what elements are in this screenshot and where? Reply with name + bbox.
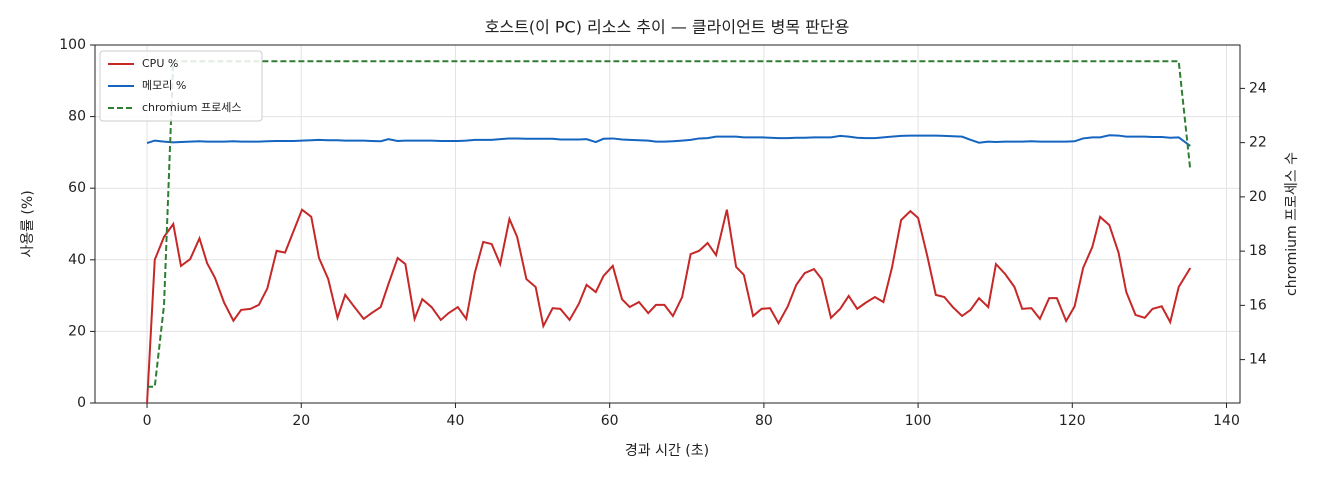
x-tick-label: 40: [447, 413, 465, 429]
series-line: [147, 60, 1192, 388]
y2-tick-label: 16: [1249, 297, 1267, 313]
chart-title: 호스트(이 PC) 리소스 추이 — 클라이언트 병목 판단용: [485, 18, 850, 37]
x-tick-label: 80: [755, 413, 773, 429]
y2-tick-label: 22: [1249, 135, 1267, 151]
y2-tick-label: 18: [1249, 243, 1267, 259]
legend-label: chromium 프로세스: [142, 101, 241, 114]
y-tick-label: 40: [68, 252, 86, 268]
y2-axis-label: chromium 프로세스 수: [1284, 152, 1300, 296]
x-tick-label: 140: [1213, 413, 1240, 429]
y-tick-label: 60: [68, 180, 86, 196]
x-tick-label: 20: [292, 413, 310, 429]
x-tick-label: 120: [1059, 413, 1086, 429]
y-tick-label: 0: [77, 395, 86, 411]
y2-tick-label: 14: [1249, 352, 1267, 368]
y2-tick-label: 20: [1249, 189, 1267, 205]
x-tick-label: 100: [905, 413, 932, 429]
y-axis-label: 사용률 (%): [20, 190, 36, 257]
series-line: [146, 134, 1191, 147]
plot-frame: [94, 44, 1241, 404]
x-tick-label: 0: [143, 413, 152, 429]
legend-box: [99, 50, 263, 122]
y-tick-label: 80: [68, 109, 86, 125]
x-axis-label: 경과 시간 (초): [625, 443, 709, 459]
legend-label: CPU %: [142, 57, 178, 70]
y-tick-label: 100: [59, 37, 86, 53]
x-tick-label: 60: [601, 413, 619, 429]
series-line: [146, 208, 1192, 404]
y2-tick-label: 24: [1249, 80, 1267, 96]
y-tick-label: 20: [68, 323, 86, 339]
legend-label: 메모리 %: [142, 79, 186, 92]
